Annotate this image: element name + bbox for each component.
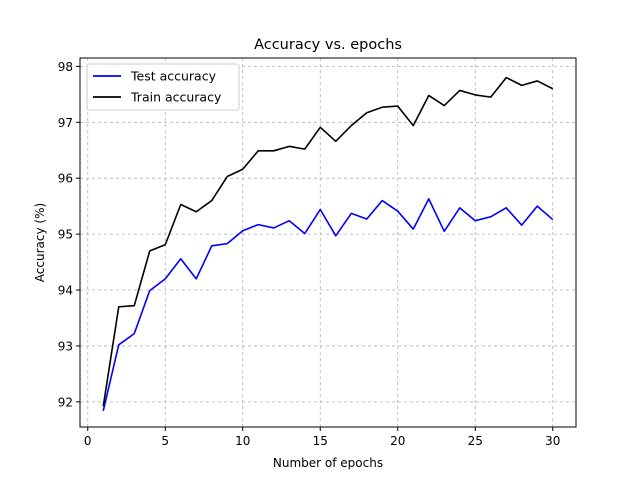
y-axis-title: Accuracy (%) (33, 203, 47, 282)
plot-area (80, 58, 576, 427)
legend-box (86, 63, 240, 111)
grid-lines (80, 58, 576, 427)
x-tick-label: 15 (313, 434, 328, 448)
y-tick-label: 95 (58, 228, 73, 242)
x-tick-label: 25 (468, 434, 483, 448)
y-tick-label: 93 (58, 339, 73, 353)
x-tick-label: 5 (161, 434, 169, 448)
series-lines (102, 76, 554, 411)
y-tick-label: 92 (58, 395, 73, 409)
chart-title: Accuracy vs. epochs (254, 37, 402, 53)
x-tick-label: 20 (390, 434, 405, 448)
series-line-train-accuracy (102, 76, 554, 407)
series-line-test-accuracy (102, 198, 554, 411)
y-tick-label: 97 (58, 116, 73, 130)
x-tick-label: 0 (84, 434, 92, 448)
y-tick-label: 96 (58, 172, 73, 186)
legend-label-test: Test accuracy (130, 69, 217, 84)
y-tick-label: 94 (58, 284, 73, 298)
legend: Test accuracy Train accuracy (86, 63, 240, 111)
y-tick-label: 98 (58, 60, 73, 74)
axis-ticks: 0 5 10 15 20 25 30 92 93 94 95 96 97 98 (58, 60, 561, 448)
legend-label-train: Train accuracy (130, 90, 222, 105)
x-tick-label: 30 (545, 434, 560, 448)
x-tick-label: 10 (235, 434, 250, 448)
x-axis-title: Number of epochs (273, 456, 383, 470)
plot-frame (79, 57, 577, 428)
